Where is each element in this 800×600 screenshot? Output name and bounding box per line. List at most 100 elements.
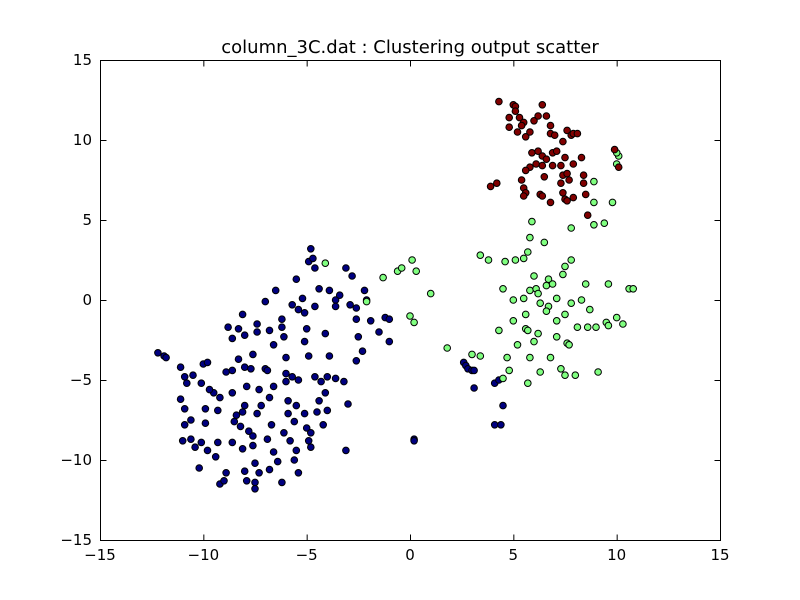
data-point-cluster-1 [375, 328, 383, 336]
data-point-cluster-1 [230, 417, 239, 426]
data-point-cluster-3 [550, 131, 559, 139]
data-point-cluster-1 [352, 315, 361, 324]
data-point-cluster-2 [542, 307, 551, 316]
data-point-cluster-1 [214, 438, 222, 447]
data-point-cluster-1 [300, 337, 309, 346]
data-point-cluster-1 [249, 350, 257, 359]
data-point-cluster-1 [178, 437, 187, 445]
data-point-cluster-1 [321, 329, 330, 338]
data-point-cluster-1 [325, 286, 334, 295]
data-point-cluster-3 [495, 97, 503, 106]
y-tick-label: 15 [73, 51, 92, 69]
data-point-cluster-2 [590, 198, 598, 207]
data-point-cluster-1 [366, 317, 375, 325]
data-point-cluster-3 [579, 171, 588, 179]
data-point-cluster-1 [253, 328, 261, 336]
data-point-cluster-3 [557, 161, 565, 170]
data-point-cluster-2 [530, 337, 538, 346]
data-point-cluster-1 [247, 365, 255, 373]
data-point-cluster-1 [304, 352, 313, 360]
data-point-cluster-1 [251, 459, 259, 468]
data-point-cluster-3 [521, 133, 530, 141]
data-point-cluster-3 [538, 161, 547, 170]
data-point-cluster-3 [610, 145, 619, 154]
data-point-cluster-1 [220, 477, 228, 485]
x-tick-label: −15 [84, 546, 116, 564]
data-point-cluster-2 [577, 296, 586, 304]
data-point-cluster-2 [476, 352, 485, 360]
data-point-cluster-3 [505, 123, 514, 131]
data-point-cluster-2 [559, 270, 567, 279]
data-point-cluster-1 [288, 301, 297, 309]
data-point-cluster-1 [315, 285, 323, 293]
plot-area [100, 60, 721, 541]
y-tick-label: 0 [82, 291, 92, 309]
data-point-cluster-2 [511, 256, 520, 264]
data-point-cluster-2 [408, 256, 416, 264]
data-point-cluster-1 [309, 254, 317, 263]
data-point-cluster-2 [410, 318, 418, 327]
data-point-cluster-1 [255, 469, 263, 477]
x-tick-label: −5 [296, 546, 318, 564]
data-point-cluster-2 [542, 281, 551, 290]
data-point-cluster-1 [292, 401, 301, 410]
data-point-cluster-1 [180, 373, 189, 381]
data-point-cluster-3 [521, 166, 530, 175]
data-point-cluster-1 [278, 315, 286, 324]
data-point-cluster-1 [300, 309, 309, 317]
data-point-cluster-3 [546, 121, 555, 130]
data-point-cluster-2 [583, 323, 592, 332]
data-point-cluster-2 [567, 224, 576, 232]
data-point-cluster-1 [245, 427, 253, 436]
data-point-cluster-2 [495, 326, 503, 335]
plot-frame [100, 60, 721, 541]
data-point-cluster-2 [443, 344, 452, 352]
data-point-cluster-2 [503, 353, 511, 362]
data-point-cluster-2 [521, 310, 530, 319]
data-point-cluster-1 [284, 409, 292, 418]
data-point-cluster-2 [468, 350, 476, 359]
data-point-cluster-2 [629, 285, 638, 293]
data-point-cluster-1 [195, 464, 203, 472]
data-point-cluster-1 [267, 421, 276, 429]
data-point-cluster-3 [493, 179, 501, 187]
data-point-cluster-1 [211, 453, 220, 461]
data-point-cluster-1 [304, 437, 313, 445]
data-point-cluster-1 [302, 325, 311, 333]
data-point-cluster-1 [263, 435, 272, 444]
data-point-cluster-2 [544, 275, 553, 284]
data-point-cluster-1 [286, 437, 294, 445]
data-point-cluster-2 [476, 251, 485, 259]
data-point-cluster-1 [228, 389, 237, 397]
data-point-cluster-1 [251, 485, 259, 493]
data-point-cluster-3 [569, 193, 578, 202]
data-point-cluster-1 [342, 446, 350, 455]
data-point-cluster-2 [509, 296, 518, 304]
data-point-cluster-3 [573, 129, 582, 138]
data-point-cluster-1 [197, 379, 206, 388]
data-point-cluster-1 [282, 369, 290, 378]
data-point-cluster-1 [265, 465, 274, 474]
data-point-cluster-1 [340, 377, 348, 386]
data-point-cluster-2 [590, 177, 598, 186]
data-point-cluster-3 [538, 101, 547, 109]
data-point-cluster-1 [183, 379, 191, 388]
data-point-cluster-1 [354, 333, 363, 341]
data-point-cluster-1 [292, 275, 301, 284]
data-point-cluster-1 [335, 291, 344, 300]
data-point-cluster-1 [232, 411, 241, 420]
data-point-cluster-2 [526, 286, 534, 295]
data-point-cluster-1 [203, 446, 212, 455]
data-point-cluster-2 [505, 366, 514, 375]
x-tick-label: 10 [607, 546, 626, 564]
data-point-cluster-1 [470, 384, 478, 392]
data-point-cluster-3 [505, 113, 514, 122]
data-point-cluster-1 [203, 358, 212, 367]
data-point-cluster-2 [571, 371, 580, 380]
data-point-cluster-2 [561, 310, 569, 319]
data-point-cluster-1 [331, 302, 340, 311]
data-point-cluster-1 [240, 363, 249, 372]
data-point-cluster-3 [563, 169, 571, 178]
data-point-cluster-1 [358, 347, 367, 356]
data-point-cluster-3 [565, 176, 573, 184]
